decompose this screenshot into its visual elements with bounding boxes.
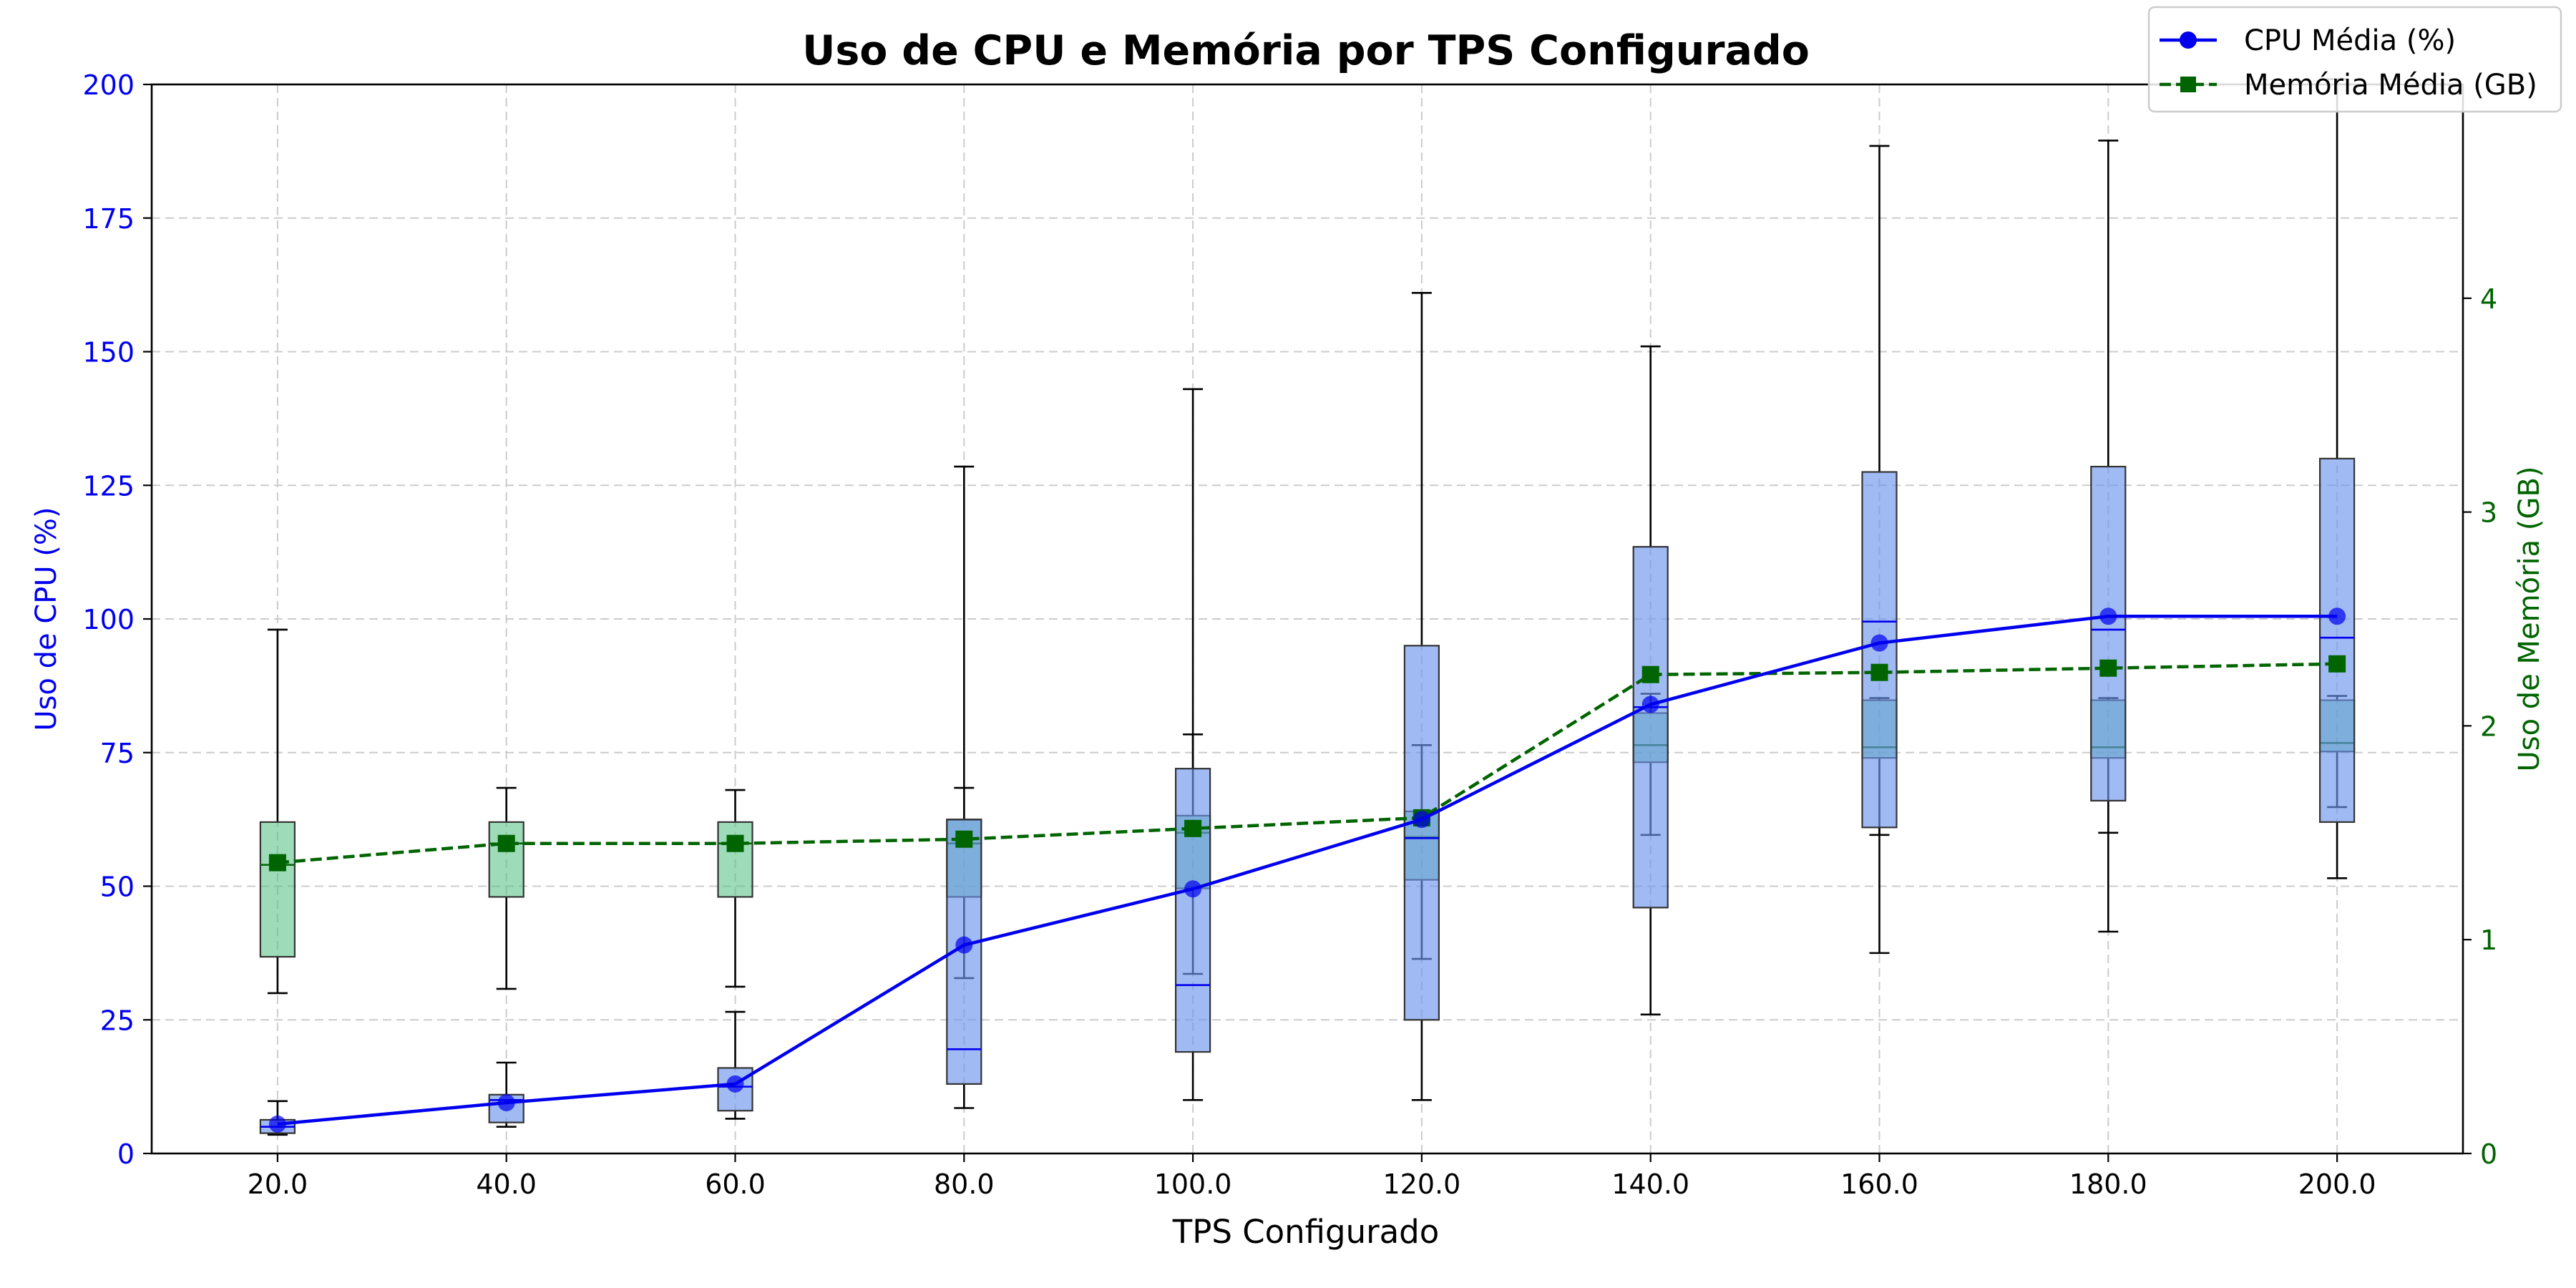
cpu-mean-point — [1641, 696, 1659, 713]
memory-mean-point — [268, 854, 286, 872]
y-left-tick-label: 50 — [100, 872, 135, 903]
y-left-tick-label: 125 — [82, 470, 135, 502]
cpu-mean-line — [277, 615, 2338, 1126]
cpu-box — [2319, 457, 2356, 823]
cpu-mean-line-layer — [268, 608, 2346, 1133]
cpu-box — [2090, 466, 2127, 802]
cpu-mean-point — [497, 1094, 515, 1112]
legend-memory-marker — [2180, 77, 2196, 92]
y-axis-label-right: Uso de Memória (GB) — [2513, 466, 2546, 771]
memory-box — [488, 821, 525, 898]
memory-mean-point — [2328, 655, 2346, 673]
cpu-mean-point — [2099, 608, 2117, 625]
cpu-box — [1174, 768, 1211, 1053]
legend-cpu-label: CPU Média (%) — [2244, 24, 2456, 57]
x-tick-label: 80.0 — [934, 1169, 995, 1200]
legend-frame — [2147, 6, 2562, 113]
y-left-tick-label: 75 — [100, 738, 135, 769]
x-tick-label: 160.0 — [1840, 1169, 1918, 1200]
memory-mean-line — [277, 662, 2338, 864]
y-left-tick-label: 175 — [82, 203, 135, 235]
legend-cpu-marker — [2180, 31, 2197, 49]
x-tick-label: 40.0 — [476, 1169, 537, 1200]
cpu-mean-point — [268, 1115, 286, 1133]
cpu-mean-point — [726, 1075, 744, 1093]
x-tick-label: 60.0 — [705, 1169, 766, 1200]
x-tick-label: 100.0 — [1154, 1169, 1232, 1200]
x-tick-label: 140.0 — [1611, 1169, 1689, 1200]
cpu-mean-point — [1184, 880, 1202, 898]
memory-box — [717, 821, 753, 898]
y-left-tick-label: 200 — [82, 69, 135, 101]
x-tick-label: 120.0 — [1383, 1169, 1461, 1200]
memory-mean-point — [497, 834, 515, 852]
y-right-tick-label: 2 — [2480, 711, 2497, 742]
y-left-tick-label: 150 — [82, 337, 135, 369]
y-right-tick-label: 4 — [2480, 283, 2497, 315]
memory-mean-point — [955, 830, 973, 848]
x-tick-label: 20.0 — [248, 1169, 308, 1200]
memory-mean-point — [1641, 665, 1659, 683]
cpu-mean-point — [1413, 811, 1430, 829]
memory-box — [259, 821, 296, 958]
cpu-mean-point — [2328, 608, 2346, 625]
legend: CPU Média (%) Memória Média (GB) — [2147, 6, 2562, 113]
axis-layer: 20.0 40.0 60.0 80.0 100.0 120.0 140.0 160.0 180.… — [82, 69, 2497, 1200]
memory-mean-point — [2099, 659, 2117, 677]
cpu-mean-point — [1870, 634, 1888, 652]
y-right-tick-label: 0 — [2480, 1138, 2497, 1170]
cpu-box — [1403, 645, 1440, 1021]
legend-memory-label: Memória Média (GB) — [2244, 69, 2537, 102]
y-left-tick-label: 25 — [100, 1005, 135, 1036]
memory-mean-point — [1184, 819, 1202, 837]
x-tick-label: 200.0 — [2298, 1169, 2376, 1200]
x-tick-label: 180.0 — [2069, 1169, 2147, 1200]
y-left-tick-label: 0 — [117, 1138, 135, 1170]
chart-title: Uso de CPU e Memória por TPS Configurado — [802, 27, 1810, 74]
cpu-mean-point — [955, 936, 973, 954]
memory-mean-point — [1870, 663, 1888, 681]
cpu-box — [1632, 546, 1669, 909]
y-right-tick-label: 3 — [2480, 497, 2497, 529]
y-axis-label-left: Uso de CPU (%) — [30, 507, 63, 731]
y-left-tick-label: 100 — [82, 604, 135, 635]
y-right-tick-label: 1 — [2480, 924, 2497, 956]
memory-mean-point — [726, 834, 744, 852]
x-axis-label: TPS Configurado — [1172, 1213, 1440, 1251]
